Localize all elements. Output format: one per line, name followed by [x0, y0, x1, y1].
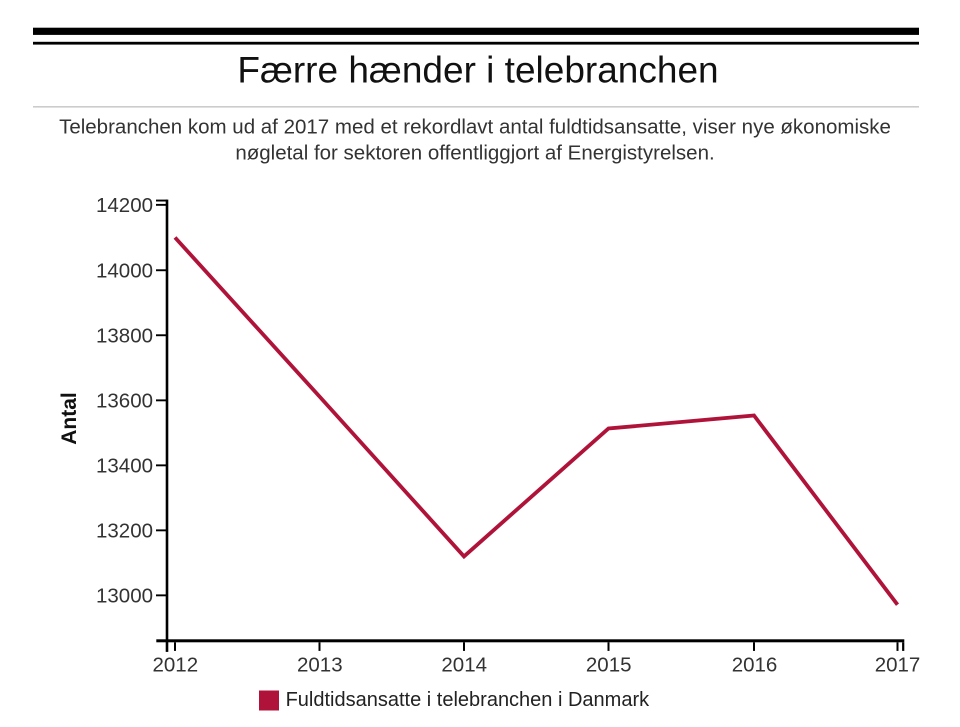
- svg-text:13000: 13000: [96, 585, 153, 608]
- svg-text:2015: 2015: [586, 653, 632, 676]
- svg-text:13800: 13800: [96, 324, 153, 347]
- svg-text:13600: 13600: [96, 390, 153, 413]
- svg-text:Fuldtidsansatte i telebranchen: Fuldtidsansatte i telebranchen i Danmark: [286, 689, 651, 711]
- svg-text:Telebranchen kom ud af 2017 me: Telebranchen kom ud af 2017 med et rekor…: [59, 115, 891, 138]
- svg-text:14200: 14200: [96, 194, 153, 217]
- svg-text:Antal: Antal: [58, 392, 81, 445]
- svg-text:13400: 13400: [96, 455, 153, 478]
- svg-text:14000: 14000: [96, 259, 153, 282]
- svg-text:2012: 2012: [152, 653, 198, 676]
- svg-text:2017: 2017: [875, 653, 921, 676]
- svg-text:nøgletal for sektoren offentli: nøgletal for sektoren offentliggjort af …: [235, 141, 714, 164]
- svg-text:13200: 13200: [96, 520, 153, 543]
- svg-text:2013: 2013: [297, 653, 343, 676]
- svg-text:2014: 2014: [441, 653, 487, 676]
- svg-text:2016: 2016: [732, 653, 778, 676]
- svg-text:Færre hænder i telebranchen: Færre hænder i telebranchen: [237, 50, 718, 91]
